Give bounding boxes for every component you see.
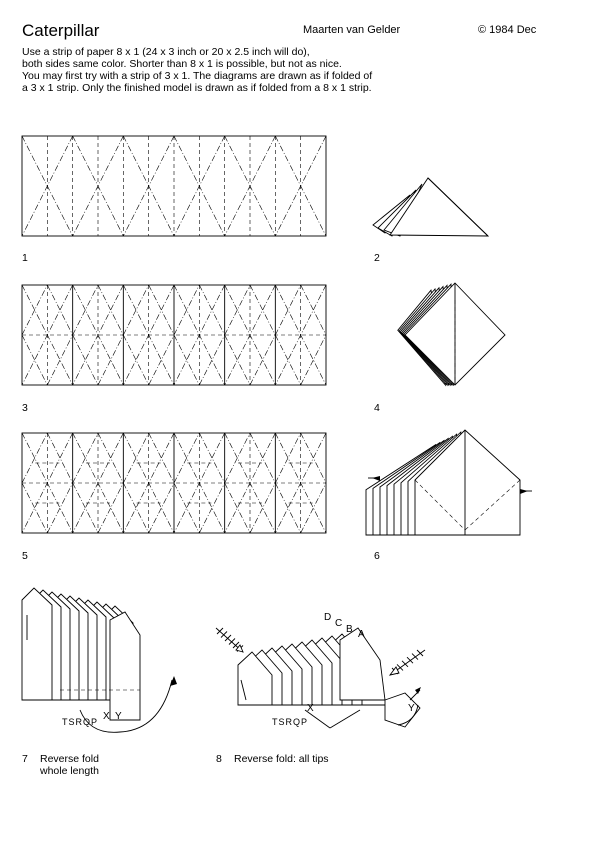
fold-mark-label: X bbox=[103, 711, 110, 722]
intro-line: both sides same color. Shorter than 8 x … bbox=[22, 58, 342, 70]
fold-mark-label: Y bbox=[115, 711, 122, 722]
layer-letters: TSRQP bbox=[62, 717, 99, 727]
step-instruction: Reverse fold bbox=[40, 753, 99, 765]
step1-diagram bbox=[21, 135, 327, 237]
intro-line: You may first try with a strip of 3 x 1.… bbox=[22, 70, 373, 82]
step8-diagram bbox=[215, 627, 426, 729]
step-number: 7 bbox=[22, 753, 28, 765]
step-number: 8 bbox=[216, 753, 222, 765]
step-number: 2 bbox=[374, 252, 380, 264]
fold-mark-label: Y bbox=[408, 703, 415, 714]
step-number: 1 bbox=[22, 252, 28, 264]
step-number: 6 bbox=[374, 550, 380, 562]
step-instruction: Reverse fold: all tips bbox=[234, 753, 329, 765]
step4-diagram bbox=[397, 282, 506, 387]
tip-label: A bbox=[358, 629, 365, 640]
intro-line: Use a strip of paper 8 x 1 (24 x 3 inch … bbox=[22, 46, 310, 58]
tip-label: B bbox=[346, 624, 353, 635]
tip-label: D bbox=[324, 612, 332, 623]
step7-diagram bbox=[21, 587, 177, 733]
tip-label: C bbox=[335, 618, 343, 629]
intro-text: Use a strip of paper 8 x 1 (24 x 3 inch … bbox=[22, 46, 372, 94]
intro-line: a 3 x 1 strip. Only the finished model i… bbox=[22, 82, 372, 94]
step5-diagram bbox=[21, 432, 327, 534]
layer-letters: TSRQP bbox=[272, 717, 309, 727]
copyright-date: © 1984 Dec bbox=[478, 24, 537, 36]
step-number: 3 bbox=[22, 402, 28, 414]
step2-diagram bbox=[372, 177, 490, 237]
step-number: 5 bbox=[22, 550, 28, 562]
step-instruction: whole length bbox=[40, 765, 99, 777]
step-number: 4 bbox=[374, 402, 380, 414]
step3-diagram bbox=[21, 284, 327, 386]
author-name: Maarten van Gelder bbox=[303, 24, 401, 36]
fold-mark-label: X bbox=[307, 703, 314, 714]
step6-diagram bbox=[365, 429, 532, 536]
page-title: Caterpillar bbox=[22, 21, 100, 40]
